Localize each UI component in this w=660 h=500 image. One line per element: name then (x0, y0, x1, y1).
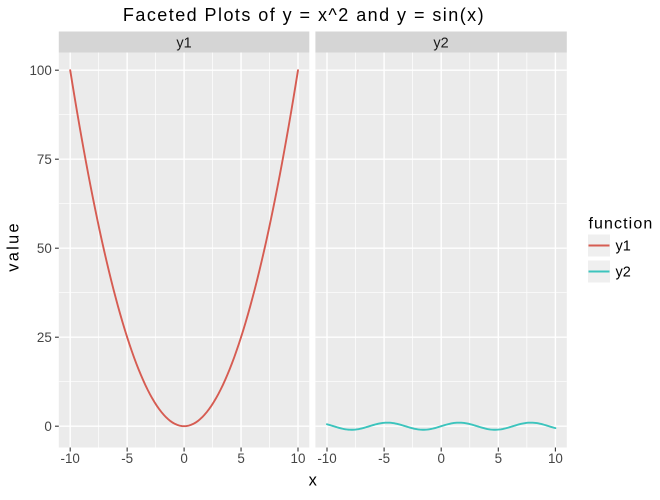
svg-text:y1: y1 (616, 239, 631, 255)
svg-text:-5: -5 (378, 451, 390, 466)
svg-text:0: 0 (44, 419, 51, 434)
svg-text:5: 5 (237, 451, 244, 466)
svg-text:10: 10 (291, 451, 306, 466)
svg-text:0: 0 (437, 451, 444, 466)
svg-text:-10: -10 (317, 451, 336, 466)
svg-text:y1: y1 (176, 36, 191, 52)
svg-text:value: value (4, 221, 22, 271)
svg-text:y2: y2 (616, 265, 631, 281)
svg-text:100: 100 (29, 63, 51, 78)
svg-text:25: 25 (37, 330, 52, 345)
svg-text:50: 50 (37, 241, 52, 256)
svg-text:y2: y2 (433, 36, 448, 52)
svg-text:-5: -5 (121, 451, 133, 466)
svg-text:Faceted Plots of y = x^2 and y: Faceted Plots of y = x^2 and y = sin(x) (123, 5, 485, 25)
svg-text:0: 0 (180, 451, 187, 466)
svg-text:x: x (309, 471, 318, 489)
svg-text:10: 10 (548, 451, 563, 466)
svg-text:function: function (589, 216, 654, 233)
svg-text:-10: -10 (61, 451, 80, 466)
svg-text:5: 5 (495, 451, 502, 466)
svg-text:75: 75 (37, 152, 52, 167)
